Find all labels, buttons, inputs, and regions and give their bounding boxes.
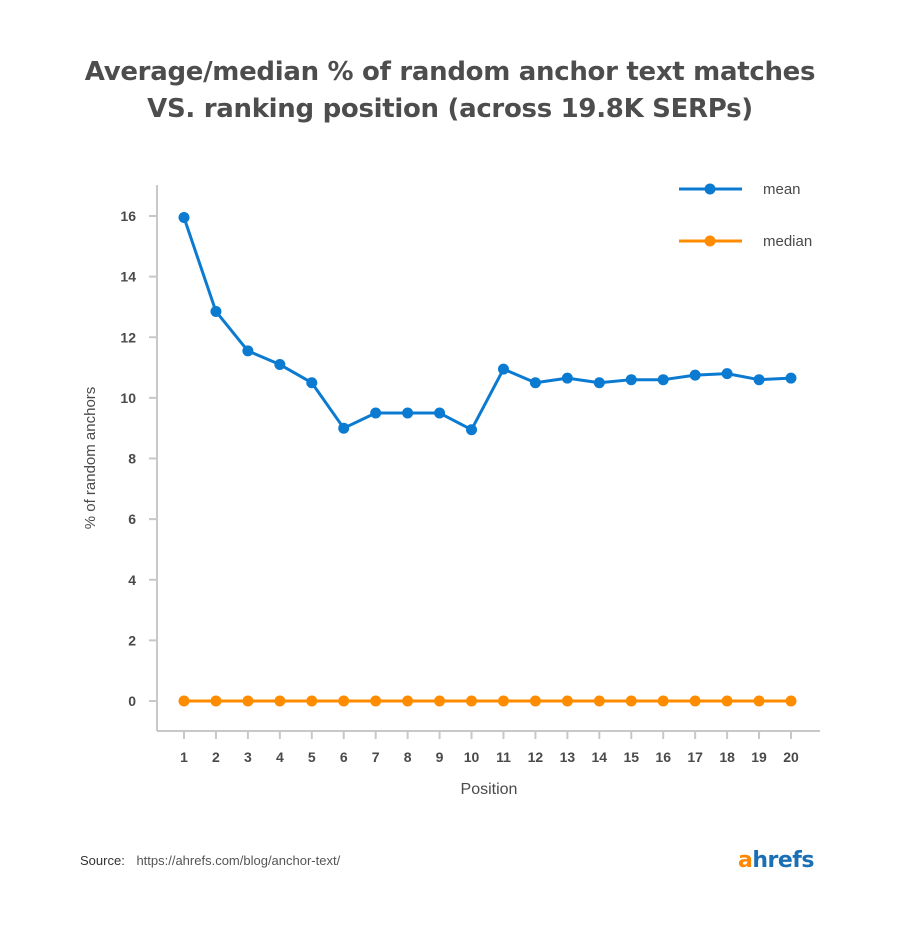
x-tick-label: 12	[528, 749, 544, 765]
mean-point	[721, 368, 733, 380]
y-tick-label: 0	[128, 693, 136, 709]
x-tick-label: 19	[751, 749, 767, 765]
median-point	[466, 695, 478, 707]
mean-point	[497, 363, 509, 375]
mean-point	[274, 359, 286, 371]
ahrefs-logo: ahrefs	[738, 848, 814, 873]
x-tick-label: 8	[404, 749, 412, 765]
mean-point	[466, 424, 478, 436]
x-tick-label: 9	[436, 749, 444, 765]
median-point	[657, 695, 669, 707]
x-tick-label: 11	[496, 749, 511, 765]
median-point	[210, 695, 222, 707]
source-url[interactable]: https://ahrefs.com/blog/anchor-text/	[136, 853, 341, 868]
mean-point	[689, 369, 701, 381]
x-tick-label: 20	[783, 749, 799, 765]
mean-legend-label: mean	[763, 181, 801, 198]
mean-point	[370, 407, 382, 419]
y-tick-label: 16	[120, 208, 136, 224]
median-point	[721, 695, 733, 707]
median-point	[593, 695, 605, 707]
median-point	[306, 695, 318, 707]
x-tick-label: 10	[464, 749, 480, 765]
y-axis-label: % of random anchors	[82, 387, 99, 530]
y-tick-label: 8	[128, 451, 136, 467]
median-legend-marker	[704, 235, 716, 247]
x-axis-label: Position	[461, 781, 518, 798]
median-point	[178, 695, 190, 707]
chart-series	[178, 212, 797, 707]
x-tick-label: 7	[372, 749, 380, 765]
mean-point	[561, 372, 573, 384]
mean-point	[657, 374, 669, 386]
mean-point	[402, 407, 414, 419]
x-tick-label: 3	[244, 749, 252, 765]
median-point	[689, 695, 701, 707]
median-point	[242, 695, 254, 707]
mean-point	[338, 422, 350, 434]
median-point	[625, 695, 637, 707]
median-point	[274, 695, 286, 707]
mean-point	[306, 377, 318, 389]
mean-point	[529, 377, 541, 389]
median-point	[434, 695, 446, 707]
x-tick-label: 2	[212, 749, 220, 765]
mean-legend-marker	[704, 183, 716, 195]
x-tick-label: 6	[340, 749, 348, 765]
y-tick-label: 10	[120, 390, 136, 406]
mean-point	[625, 374, 637, 386]
mean-point	[593, 377, 605, 389]
source-label: Source:	[80, 853, 125, 868]
mean-point	[210, 305, 222, 317]
median-point	[370, 695, 382, 707]
median-point	[338, 695, 350, 707]
y-tick-label: 6	[128, 511, 136, 527]
median-point	[529, 695, 541, 707]
median-legend-label: median	[763, 233, 812, 250]
mean-point	[242, 345, 254, 357]
chart-legend: mean median	[679, 181, 812, 250]
source-note: Source: https://ahrefs.com/blog/anchor-t…	[80, 853, 340, 868]
x-tick-label: 4	[276, 749, 284, 765]
x-tick-label: 13	[560, 749, 576, 765]
x-tick-label: 1	[180, 749, 188, 765]
y-tick-label: 2	[128, 632, 136, 648]
mean-point	[753, 374, 765, 386]
median-point	[785, 695, 797, 707]
y-tick-label: 4	[128, 572, 136, 588]
chart-title-line-1: Average/median % of random anchor text m…	[84, 57, 816, 87]
mean-point	[178, 212, 190, 224]
median-point	[497, 695, 509, 707]
mean-point	[434, 407, 446, 419]
x-tick-label: 16	[655, 749, 671, 765]
x-tick-label: 5	[308, 749, 316, 765]
mean-series-line	[182, 217, 792, 432]
x-tick-label: 18	[719, 749, 735, 765]
x-tick-label: 15	[623, 749, 639, 765]
mean-point	[785, 372, 797, 384]
median-point	[753, 695, 765, 707]
y-tick-label: 14	[120, 269, 136, 285]
x-tick-label: 14	[592, 749, 608, 765]
median-point	[561, 695, 573, 707]
median-point	[402, 695, 414, 707]
chart-title: Average/median % of random anchor text m…	[0, 54, 900, 128]
x-tick-label: 17	[687, 749, 703, 765]
logo-text: hrefs	[752, 848, 814, 873]
logo-letter-a: a	[738, 848, 753, 873]
chart-title-line-2: VS. ranking position (across 19.8K SERPs…	[147, 94, 753, 124]
y-tick-label: 12	[120, 329, 136, 345]
